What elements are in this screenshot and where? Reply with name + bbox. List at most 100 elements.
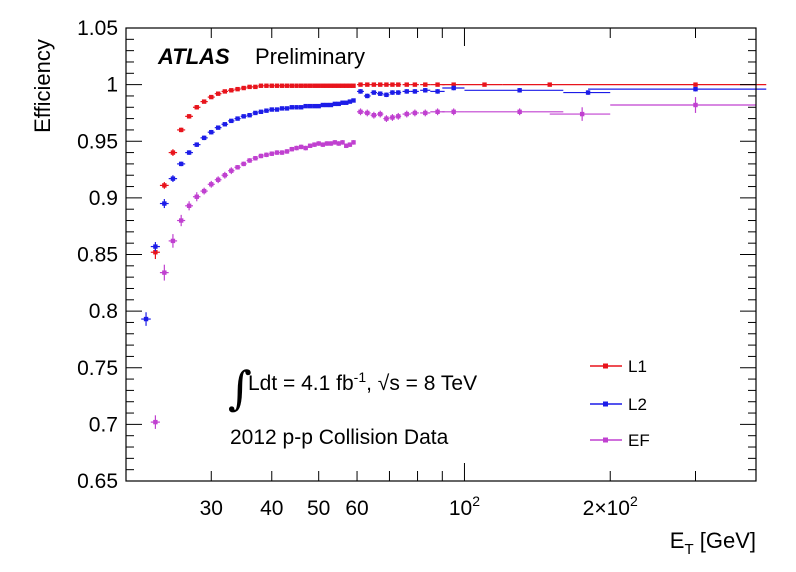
marker [215, 91, 221, 96]
legend-label: EF [628, 431, 650, 450]
marker [284, 106, 290, 111]
data-point [258, 83, 264, 88]
data-point [442, 85, 465, 91]
x-tick-label: 60 [345, 497, 368, 520]
data-point [402, 89, 411, 94]
data-point [240, 161, 247, 167]
data-point [221, 89, 229, 94]
marker [298, 105, 304, 110]
data-point [258, 153, 264, 159]
marker [423, 88, 428, 93]
marker [378, 91, 383, 96]
data-point [383, 92, 390, 98]
marker [404, 111, 409, 117]
marker [365, 82, 370, 87]
data-point [200, 187, 208, 195]
marker [247, 113, 252, 118]
data-point [159, 264, 169, 281]
data-point [263, 108, 270, 113]
data-point [298, 83, 304, 88]
x-tick-label: 102 [449, 493, 480, 520]
data-point [351, 83, 356, 88]
data-point [274, 107, 280, 112]
data-point [150, 415, 160, 429]
marker [351, 140, 356, 145]
marker [241, 85, 246, 91]
marker [274, 107, 280, 112]
data-point [351, 98, 356, 103]
data-point [246, 158, 253, 163]
data-point [357, 89, 364, 94]
marker [307, 103, 313, 109]
marker [178, 127, 184, 133]
series-ef [150, 97, 756, 429]
marker [371, 82, 377, 87]
data-point [246, 84, 253, 90]
marker [693, 82, 698, 87]
marker [294, 145, 299, 151]
marker [396, 114, 401, 119]
marker [222, 89, 228, 94]
marker [547, 82, 552, 87]
marker [289, 146, 295, 152]
data-point [159, 199, 169, 209]
marker [412, 89, 418, 94]
marker [324, 141, 330, 146]
y-tick-label: 1.05 [77, 17, 118, 40]
data-point [159, 182, 169, 189]
x-tick-label: 50 [307, 497, 330, 520]
data-point [185, 201, 193, 211]
marker [585, 90, 591, 95]
data-point [402, 110, 411, 118]
marker [517, 88, 522, 93]
data-point [284, 106, 290, 111]
marker [365, 93, 370, 99]
data-point [332, 83, 338, 88]
series-l1 [150, 82, 767, 260]
data-point [340, 140, 345, 145]
marker [517, 109, 522, 115]
marker [194, 194, 199, 199]
marker [340, 83, 345, 88]
data-point [370, 111, 378, 119]
data-point [200, 99, 208, 104]
marker [320, 142, 326, 147]
data-point [442, 82, 465, 87]
x-tick-label: 40 [260, 497, 283, 520]
marker [358, 109, 363, 115]
y-axis-title: Efficiency [30, 39, 55, 133]
marker [396, 90, 401, 95]
marker [344, 143, 349, 148]
data-point [464, 82, 503, 87]
data-point [363, 93, 371, 99]
marker [186, 150, 192, 155]
marker [312, 142, 317, 147]
marker [289, 105, 295, 110]
series-l2 [141, 85, 767, 326]
data-point [324, 83, 330, 88]
data-point [389, 90, 396, 95]
marker [423, 82, 428, 87]
marker [435, 82, 440, 87]
marker [312, 83, 317, 88]
marker [170, 176, 176, 181]
data-point [307, 83, 313, 88]
marker [247, 84, 252, 90]
marker [222, 173, 228, 178]
marker [153, 250, 158, 255]
data-marks [141, 82, 767, 429]
data-point [336, 83, 341, 88]
data-point [269, 83, 275, 88]
marker [222, 122, 228, 127]
data-point [168, 175, 178, 183]
marker [332, 101, 338, 107]
marker [201, 99, 207, 104]
marker [316, 141, 321, 146]
marker [482, 82, 487, 87]
data-point [192, 192, 201, 202]
data-point [312, 142, 317, 147]
data-point [312, 83, 317, 88]
marker [390, 82, 395, 87]
data-point [207, 180, 215, 188]
